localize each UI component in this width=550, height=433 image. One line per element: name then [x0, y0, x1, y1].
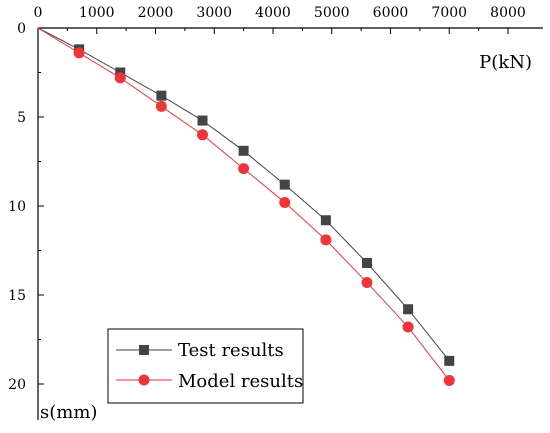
- y-tick-label: 5: [17, 110, 26, 126]
- x-tick-label: 3000: [196, 5, 232, 21]
- x-ticks: 0 1000 2000 3000 4000 5000 6000 7000 8000: [34, 5, 526, 34]
- legend-box: [107, 328, 304, 404]
- x-tick-label: 2000: [138, 5, 174, 21]
- y-tick-label: 15: [8, 288, 26, 304]
- x-axis-label: P(kN): [479, 52, 532, 73]
- data-point-test: [238, 145, 249, 156]
- data-point-model: [197, 129, 208, 141]
- data-point-model: [114, 72, 126, 84]
- data-point-test: [444, 355, 455, 366]
- data-point-test: [362, 257, 372, 268]
- data-point-model: [320, 234, 332, 246]
- legend-label-model: Model results: [178, 371, 303, 392]
- data-point-test: [279, 179, 290, 190]
- data-point-test: [320, 215, 331, 226]
- series-layer: [37, 27, 455, 386]
- x-tick-label: 7000: [431, 5, 467, 21]
- y-tick-label: 10: [8, 199, 26, 215]
- x-tick-label: 6000: [373, 5, 409, 21]
- data-point-model: [238, 163, 250, 175]
- x-tick-label: 4000: [255, 5, 291, 21]
- data-point-test: [403, 304, 414, 315]
- y-ticks: 0 5 10 15 20: [8, 21, 44, 393]
- data-point-test: [197, 115, 208, 126]
- series-line-model: [37, 27, 450, 381]
- data-point-model: [361, 277, 373, 289]
- y-tick-label: 20: [8, 377, 26, 393]
- y-axis-label: s(mm): [40, 402, 97, 423]
- data-point-test: [156, 90, 167, 101]
- legend-marker-model: [138, 374, 150, 386]
- legend: Test results Model results: [107, 328, 304, 404]
- x-tick-label: 8000: [490, 5, 526, 21]
- series-line-test: [37, 27, 450, 362]
- data-point-model: [402, 321, 414, 333]
- plot-area: 0 1000 2000 3000 4000 5000 6000 7000 8000 0 5 10 15…: [8, 5, 543, 420]
- data-point-model: [73, 47, 85, 59]
- data-point-model: [443, 374, 455, 386]
- x-tick-label: 0: [34, 5, 43, 21]
- data-point-model: [155, 100, 167, 112]
- x-tick-label: 1000: [79, 5, 115, 21]
- legend-marker-test: [139, 345, 149, 355]
- legend-label-test: Test results: [178, 340, 284, 361]
- x-tick-label: 5000: [314, 5, 350, 21]
- y-tick-label: 0: [17, 21, 26, 37]
- data-point-model: [279, 196, 291, 208]
